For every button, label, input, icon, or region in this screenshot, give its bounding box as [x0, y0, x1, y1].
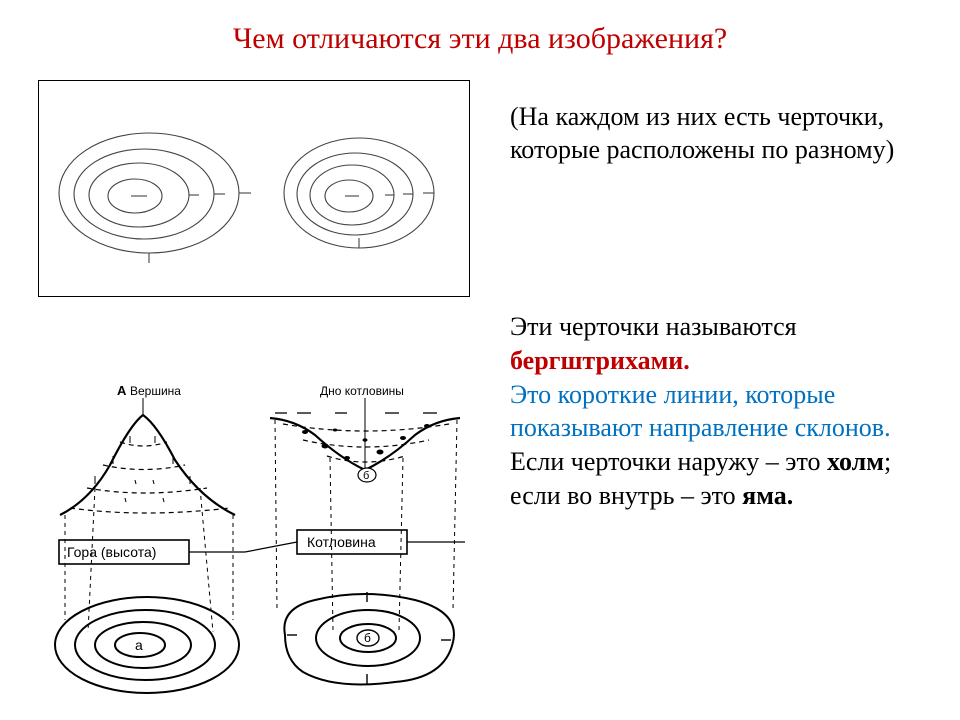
expl-tail-1: Если черточки наружу – это: [510, 447, 827, 476]
term-pit: яма.: [742, 481, 793, 510]
slide-title: Чем отличаются эти два изображения?: [0, 22, 960, 56]
slide: Чем отличаются эти два изображения?: [0, 0, 960, 720]
expl-blue: Это короткие линии, которые показывают н…: [510, 380, 891, 443]
label-dno: Дно котловины: [320, 384, 404, 398]
label-a-top: А: [117, 383, 127, 398]
term-bergstrich: бергштрихами.: [510, 346, 690, 375]
expl-lead: Эти черточки называются: [510, 312, 797, 341]
label-kotlovina: Котловина: [307, 534, 376, 550]
label-b-plan: б: [364, 631, 371, 645]
label-vershina: Вершина: [130, 384, 181, 398]
bottom-illustration-svg: А Вершина: [35, 380, 480, 705]
label-gora: Гора (высота): [67, 544, 156, 560]
bottom-illustration: А Вершина: [35, 380, 480, 705]
top-contour-svg: [39, 81, 469, 296]
top-contour-diagram: [38, 80, 470, 297]
term-hill: холм: [827, 447, 884, 476]
aside-parenthetical: (На каждом из них есть черточки, которые…: [510, 100, 930, 167]
label-a-plan: а: [135, 637, 143, 653]
explanation-paragraph: Эти черточки называются бергштрихами. Эт…: [510, 310, 940, 513]
label-b-section: б: [363, 470, 369, 482]
